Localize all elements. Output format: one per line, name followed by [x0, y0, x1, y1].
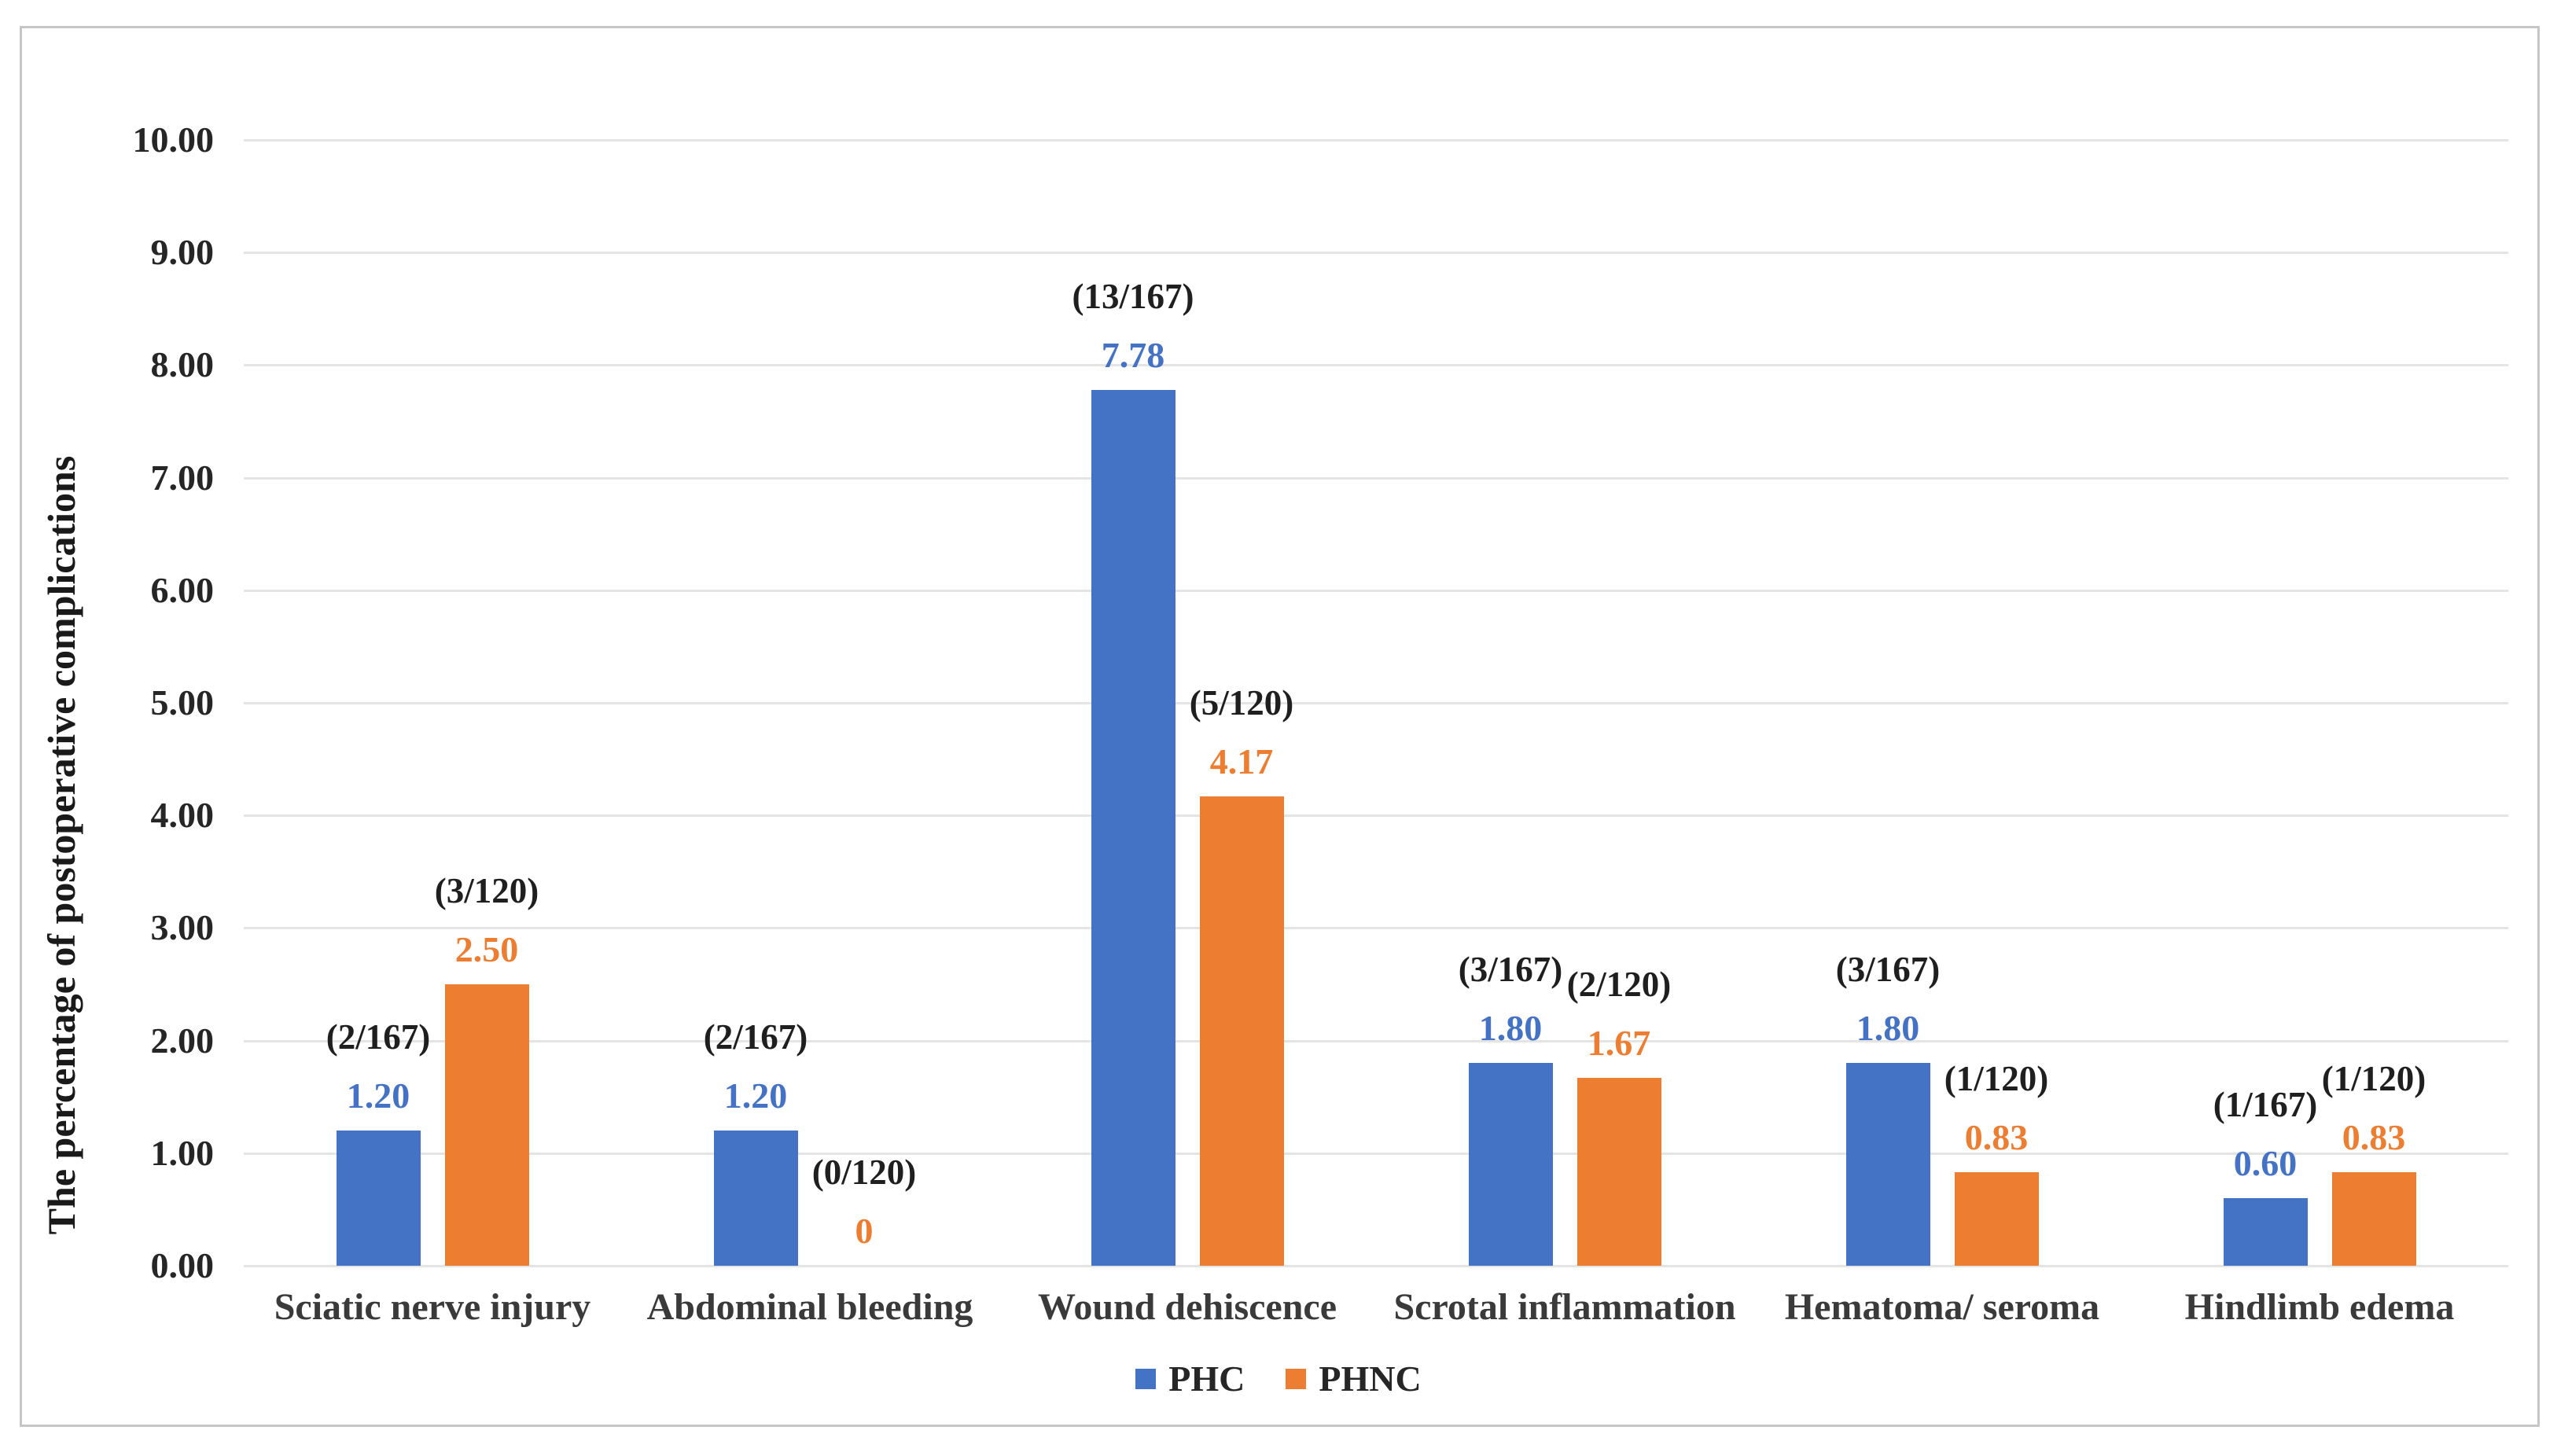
- bar-phc: [336, 1131, 421, 1266]
- count-label-phnc: (0/120): [811, 1153, 917, 1192]
- value-label-phnc: 2.50: [454, 929, 519, 969]
- x-axis-category-label: Sciatic nerve injury: [274, 1286, 591, 1328]
- gridline: [244, 1153, 2508, 1155]
- value-label-phnc: 4.17: [1209, 741, 1274, 781]
- value-label-phnc: 0: [855, 1211, 874, 1251]
- gridline: [244, 702, 2508, 704]
- count-label-phnc: (2/120): [1566, 965, 1672, 1004]
- y-axis-tick-label: 9.00: [150, 232, 215, 272]
- bar-phc: [1091, 390, 1175, 1266]
- y-axis-tick-label: 7.00: [150, 458, 215, 498]
- value-label-phnc: 0.83: [2342, 1117, 2406, 1157]
- x-axis-category-label: Hindlimb edema: [2184, 1286, 2455, 1328]
- value-label-phc: 1.20: [346, 1075, 410, 1116]
- y-axis-tick-label: 0.00: [150, 1245, 215, 1285]
- y-axis-tick-label: 4.00: [150, 795, 215, 835]
- legend-swatch-phc: [1135, 1369, 1157, 1389]
- gridline: [244, 252, 2508, 254]
- gridline: [244, 477, 2508, 480]
- gridline: [244, 1040, 2508, 1042]
- legend-label-phnc: PHNC: [1319, 1359, 1422, 1399]
- y-axis-tick-label: 2.00: [150, 1020, 215, 1061]
- count-label-phc: (3/167): [1835, 950, 1941, 989]
- bar-phc: [2223, 1198, 2308, 1266]
- y-axis-tick-label: 8.00: [150, 344, 215, 384]
- value-label-phc: 0.60: [2233, 1143, 2298, 1183]
- bar-phnc: [1954, 1172, 2039, 1266]
- bar-phc: [1845, 1063, 1930, 1266]
- count-label-phc: (13/167): [1072, 277, 1194, 316]
- value-label-phc: 7.78: [1101, 335, 1165, 375]
- y-axis-tick-label: 10.00: [132, 119, 215, 160]
- legend-label-phc: PHC: [1168, 1359, 1245, 1399]
- x-axis-category-label: Scrotal inflammation: [1393, 1286, 1736, 1328]
- count-label-phc: (2/167): [703, 1017, 808, 1057]
- gridline: [244, 590, 2508, 592]
- legend: PHC PHNC: [0, 1359, 2557, 1399]
- value-label-phc: 1.80: [1478, 1008, 1543, 1048]
- gridline: [244, 1265, 2508, 1267]
- bar-phnc: [1199, 796, 1284, 1266]
- y-axis-tick-label: 1.00: [150, 1133, 215, 1173]
- bar-phnc: [444, 984, 529, 1266]
- bar-phc: [713, 1131, 798, 1266]
- gridline: [244, 364, 2508, 366]
- bar-phnc: [1577, 1078, 1661, 1266]
- count-label-phnc: (1/120): [2321, 1059, 2426, 1098]
- y-axis-tick-label: 5.00: [150, 682, 215, 722]
- count-label-phnc: (1/120): [1944, 1059, 2049, 1098]
- legend-swatch-phnc: [1286, 1369, 1307, 1389]
- bar-phc: [1468, 1063, 1553, 1266]
- x-axis-category-label: Hematoma/ seroma: [1784, 1286, 2100, 1328]
- x-axis-category-label: Wound dehiscence: [1037, 1286, 1337, 1328]
- count-label-phnc: (5/120): [1189, 683, 1294, 722]
- y-axis-tick-label: 6.00: [150, 570, 215, 610]
- gridline: [244, 139, 2508, 142]
- value-label-phnc: 1.67: [1587, 1023, 1651, 1063]
- bar-phnc: [2331, 1172, 2416, 1266]
- y-axis-tick-label: 3.00: [150, 907, 215, 947]
- value-label-phc: 1.80: [1856, 1008, 1920, 1048]
- gridline: [244, 814, 2508, 817]
- count-label-phc: (2/167): [326, 1017, 431, 1057]
- count-label-phc: (1/167): [2213, 1085, 2318, 1124]
- value-label-phnc: 0.83: [1964, 1117, 2029, 1157]
- legend-item-phnc: PHNC: [1286, 1359, 1422, 1399]
- count-label-phc: (3/167): [1458, 950, 1563, 989]
- gridline: [244, 927, 2508, 929]
- legend-item-phc: PHC: [1135, 1359, 1245, 1399]
- value-label-phc: 1.20: [723, 1075, 788, 1116]
- x-axis-category-label: Abdominal bleeding: [646, 1286, 973, 1328]
- count-label-phnc: (3/120): [434, 871, 539, 910]
